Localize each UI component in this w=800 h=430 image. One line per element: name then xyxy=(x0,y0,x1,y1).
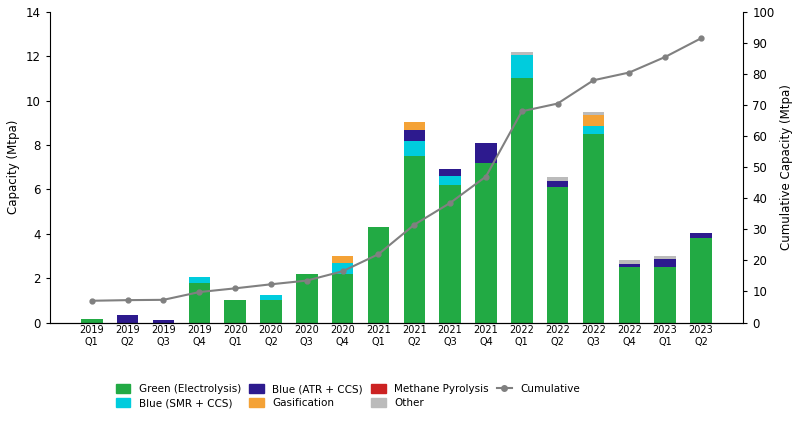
Bar xyxy=(547,177,568,181)
Bar xyxy=(332,263,354,274)
Cumulative xyxy=(194,289,204,295)
Cumulative xyxy=(123,298,133,303)
Cumulative xyxy=(230,286,240,291)
Cumulative xyxy=(158,297,168,302)
Cumulative xyxy=(696,36,706,41)
Bar xyxy=(475,143,497,163)
Bar xyxy=(189,277,210,283)
Bar xyxy=(81,319,102,322)
Bar xyxy=(654,256,676,259)
Bar xyxy=(618,264,640,267)
Bar xyxy=(547,187,568,322)
Bar xyxy=(332,256,354,263)
Bar xyxy=(189,283,210,322)
Bar xyxy=(403,156,425,322)
Bar xyxy=(439,185,461,322)
Bar xyxy=(403,122,425,129)
Bar xyxy=(332,274,354,322)
Bar xyxy=(690,238,712,322)
Y-axis label: Capacity (Mtpa): Capacity (Mtpa) xyxy=(7,120,20,215)
Cumulative xyxy=(589,78,598,83)
Legend: Green (Electrolysis), Blue (SMR + CCS), Blue (ATR + CCS), Gasification, Methane : Green (Electrolysis), Blue (SMR + CCS), … xyxy=(114,382,582,411)
Bar xyxy=(260,295,282,300)
Bar xyxy=(582,115,604,126)
Bar xyxy=(403,141,425,156)
Cumulative xyxy=(302,278,311,283)
Bar xyxy=(439,176,461,185)
Cumulative xyxy=(517,109,526,114)
Bar xyxy=(511,79,533,322)
Line: Cumulative: Cumulative xyxy=(90,36,703,303)
Bar xyxy=(224,300,246,322)
Cumulative xyxy=(553,101,562,106)
Cumulative xyxy=(266,282,276,287)
Cumulative xyxy=(374,252,383,257)
Bar xyxy=(654,259,676,267)
Bar xyxy=(117,315,138,322)
Bar xyxy=(296,274,318,322)
Cumulative xyxy=(660,54,670,59)
Bar xyxy=(582,134,604,322)
Cumulative xyxy=(625,70,634,75)
Bar xyxy=(582,112,604,115)
Bar xyxy=(654,267,676,322)
Bar xyxy=(618,261,640,264)
Bar xyxy=(582,126,604,134)
Y-axis label: Cumulative Capacity (Mtpa): Cumulative Capacity (Mtpa) xyxy=(780,84,793,250)
Bar xyxy=(511,55,533,79)
Bar xyxy=(690,233,712,238)
Cumulative xyxy=(446,200,455,206)
Bar xyxy=(403,129,425,141)
Bar xyxy=(153,320,174,322)
Bar xyxy=(439,169,461,176)
Bar xyxy=(260,300,282,322)
Bar xyxy=(618,267,640,322)
Cumulative xyxy=(338,269,347,274)
Cumulative xyxy=(410,222,419,227)
Bar xyxy=(368,227,390,322)
Bar xyxy=(547,181,568,187)
Bar xyxy=(511,52,533,55)
Bar xyxy=(475,163,497,322)
Cumulative xyxy=(481,174,490,179)
Cumulative xyxy=(87,298,97,303)
